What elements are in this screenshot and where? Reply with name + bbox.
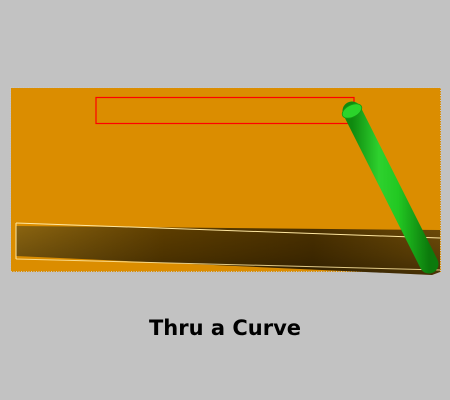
caption-label: Thru a Curve — [148, 316, 302, 340]
cylinder-tool[interactable] — [340, 101, 439, 274]
curve-edge-lower — [15, 258, 441, 271]
curve-edge-upper — [15, 222, 441, 239]
cylinder-top-cap — [341, 103, 363, 119]
plate-boundary — [10, 87, 441, 272]
channel-cut-shade — [16, 226, 440, 275]
